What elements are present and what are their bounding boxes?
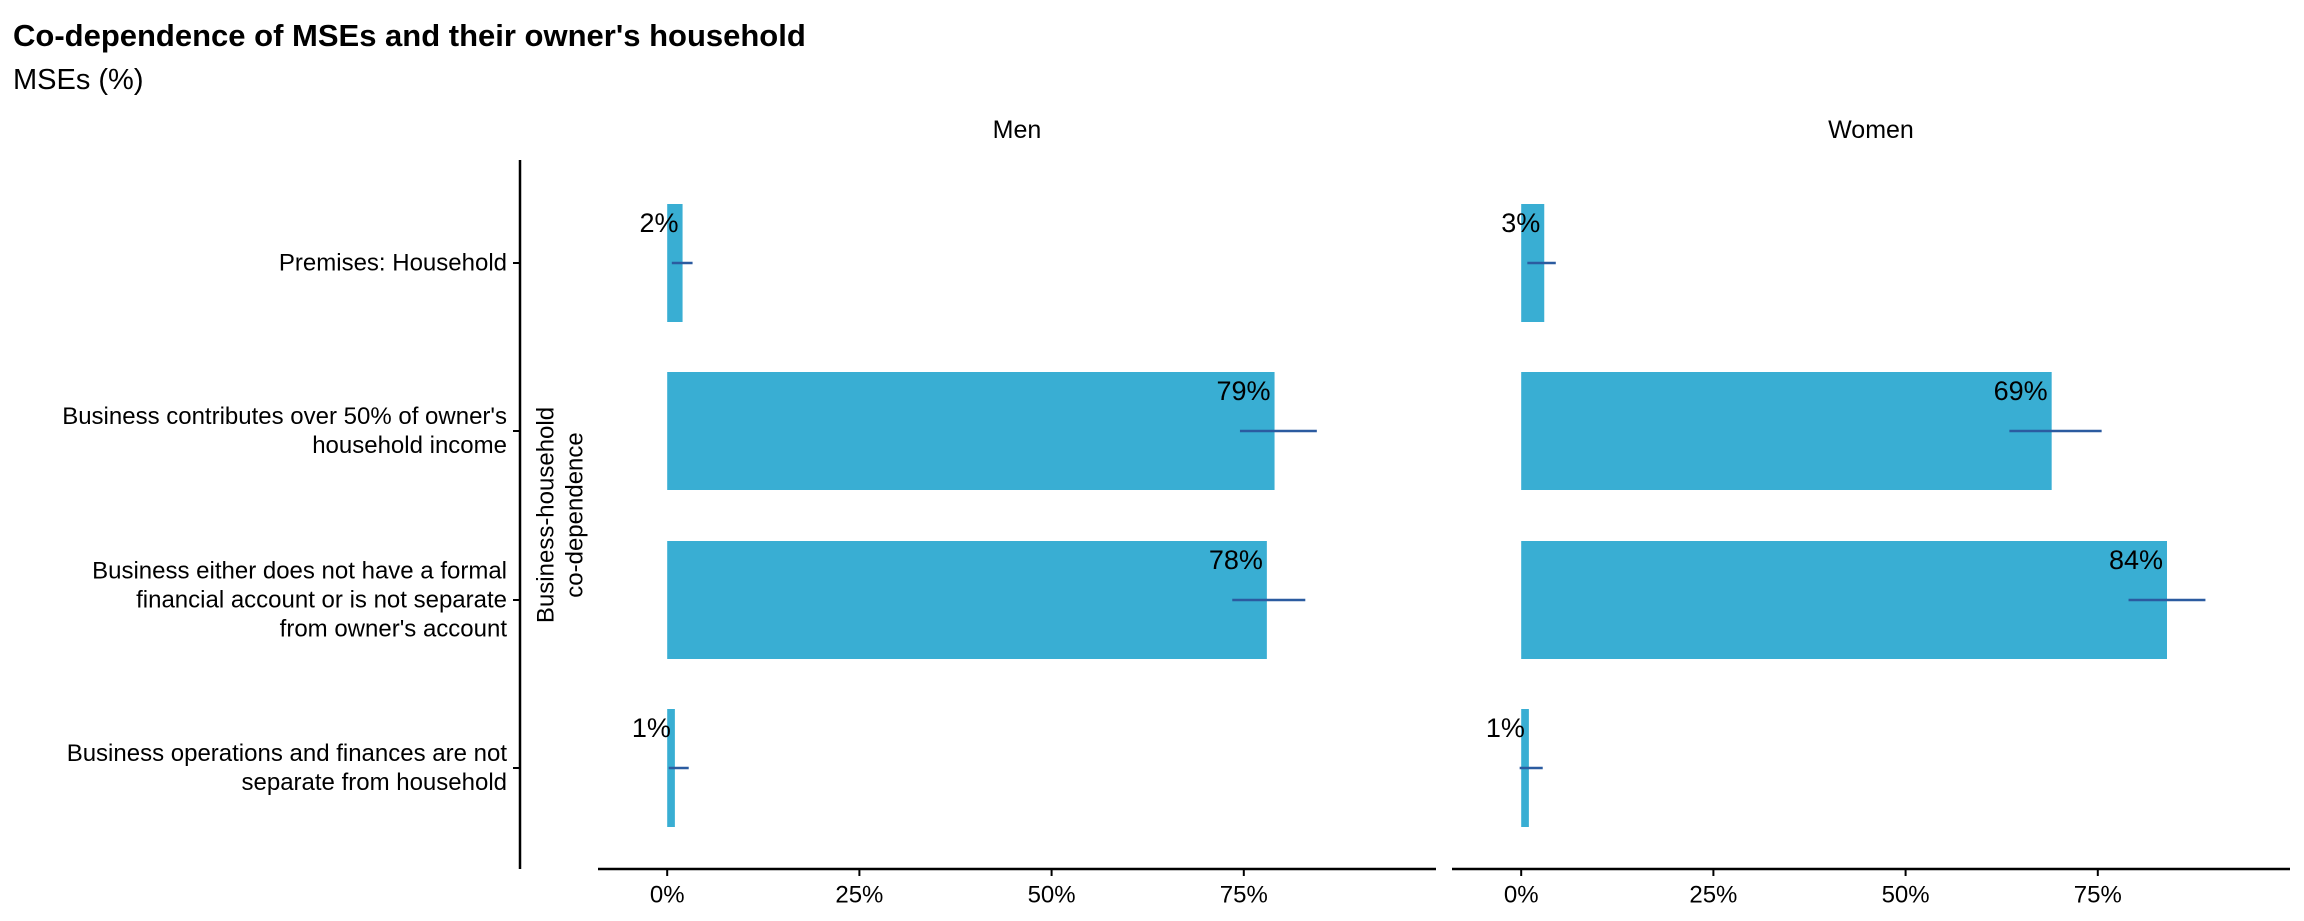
x-tick-label: 0% (1504, 882, 1539, 909)
data-label: 79% (1217, 376, 1271, 406)
bar (1521, 541, 2167, 659)
y-axis-title-line: co-dependence (562, 432, 589, 597)
category-label: Premises: Household (279, 250, 507, 277)
x-tick-label: 50% (1882, 882, 1930, 909)
category-label: Business contributes over 50% of owner's (62, 403, 507, 430)
data-label: 69% (1994, 376, 2048, 406)
chart-title: Co-dependence of MSEs and their owner's … (13, 18, 806, 53)
x-tick-label: 25% (1689, 882, 1737, 909)
bar (667, 372, 1275, 490)
x-tick-label: 75% (1220, 882, 1268, 909)
category-label: from owner's account (280, 616, 508, 643)
category-label: Business operations and finances are not (67, 740, 508, 767)
x-tick-label: 25% (835, 882, 883, 909)
y-axis-title: Business-household co-dependence (533, 407, 589, 623)
category-label: Business either does not have a formal (92, 558, 507, 585)
chart-subtitle: MSEs (%) (13, 64, 144, 96)
x-tick-label: 50% (1028, 882, 1076, 909)
category-label: separate from household (242, 769, 508, 796)
data-label: 78% (1209, 545, 1263, 575)
x-tick-label: 0% (650, 882, 685, 909)
data-label: 2% (640, 208, 679, 238)
data-label: 1% (1486, 713, 1525, 743)
category-label: financial account or is not separate (136, 587, 507, 614)
panel-title: Women (1828, 116, 1914, 144)
data-label: 3% (1501, 208, 1540, 238)
data-label: 1% (632, 713, 671, 743)
category-label: household income (312, 432, 507, 459)
data-label: 84% (2109, 545, 2163, 575)
y-axis-title-line: Business-household (533, 407, 560, 623)
panel-title: Men (993, 116, 1042, 144)
bar (1521, 372, 2052, 490)
x-tick-label: 75% (2074, 882, 2122, 909)
bar (667, 541, 1267, 659)
